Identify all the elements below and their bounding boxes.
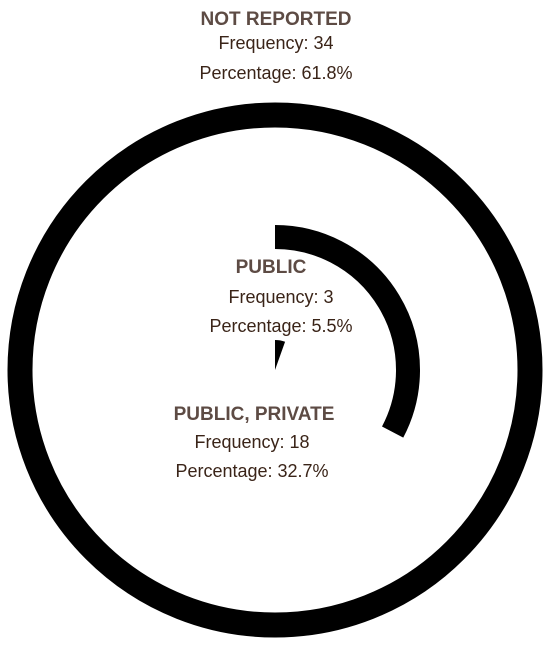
slice-label-percentage: Percentage: 61.8%	[199, 63, 352, 83]
chart-marks	[7, 102, 543, 638]
slice-public-private-arc	[274, 225, 420, 438]
slice-label-percentage: Percentage: 32.7%	[175, 461, 328, 481]
slice-not-reported-ring	[7, 102, 543, 638]
slice-label-frequency: Frequency: 3	[228, 287, 333, 307]
slice-label-name: PUBLIC	[236, 257, 307, 278]
label-public-private: PUBLIC, PRIVATE Frequency: 18 Percentage…	[174, 404, 335, 481]
slice-label-frequency: Frequency: 18	[194, 432, 309, 452]
slice-label-percentage: Percentage: 5.5%	[209, 316, 352, 336]
slice-label-name: PUBLIC, PRIVATE	[174, 404, 335, 425]
label-not-reported: NOT REPORTED Frequency: 34 Percentage: 6…	[199, 9, 352, 83]
slice-label-frequency: Frequency: 34	[218, 33, 333, 53]
slice-public-wedge	[275, 340, 286, 370]
label-public: PUBLIC Frequency: 3 Percentage: 5.5%	[209, 257, 352, 336]
slice-label-name: NOT REPORTED	[201, 9, 352, 30]
